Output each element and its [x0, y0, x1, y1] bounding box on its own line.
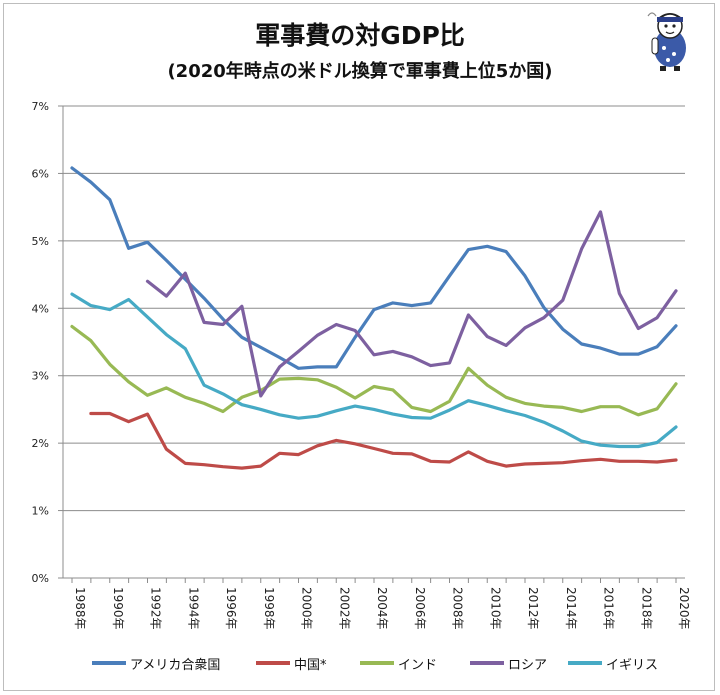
- legend-item: 中国*: [256, 652, 327, 674]
- x-tick-label: 2000年: [300, 587, 314, 630]
- legend-item: イギリス: [568, 652, 658, 674]
- y-tick-label: 4%: [32, 302, 49, 315]
- series-line-4: [70, 292, 678, 449]
- y-tick-label: 1%: [32, 505, 49, 518]
- x-tick-label: 2006年: [413, 587, 427, 630]
- x-tick-label: 2010年: [488, 587, 502, 630]
- x-tick-label: 1996年: [224, 587, 238, 630]
- x-tick-label: 2002年: [337, 587, 351, 630]
- legend-label: イギリス: [606, 657, 659, 673]
- x-tick-label: 2004年: [375, 587, 389, 630]
- legend-item: アメリカ合衆国: [92, 652, 220, 674]
- chart-subtitle: (2020年時点の米ドル換算で軍事費上位5か国): [167, 61, 553, 82]
- x-tick-label: 1998年: [262, 587, 276, 630]
- legend-swatch: [92, 661, 126, 665]
- legend-label: インド: [398, 657, 438, 673]
- legend-swatch: [360, 661, 394, 665]
- legend-label: 中国*: [294, 657, 327, 673]
- x-tick-label: 2016年: [602, 587, 616, 630]
- legend: アメリカ合衆国 中国* インド ロシア イギリス: [0, 652, 720, 674]
- x-tick-label: 2014年: [564, 587, 578, 630]
- series-line-0: [70, 166, 678, 370]
- x-tick-label: 2012年: [526, 587, 540, 630]
- series-line-1: [89, 411, 678, 470]
- tick-labels: 0% 1% 2% 3% 4% 5% 6% 7% 1988年 1990年 1992年 1994年 1996…: [32, 100, 691, 630]
- series-line-2: [70, 324, 678, 417]
- legend-swatch: [470, 661, 504, 665]
- series-line-3: [145, 210, 678, 398]
- x-tick-label: 1988年: [73, 587, 87, 630]
- legend-label: アメリカ合衆国: [130, 657, 221, 673]
- y-tick-label: 0%: [32, 572, 49, 585]
- legend-label: ロシア: [508, 657, 548, 673]
- legend-swatch: [568, 661, 602, 665]
- x-tick-label: 2008年: [451, 587, 465, 630]
- x-tick-label: 1992年: [149, 587, 163, 630]
- series-lines: [70, 166, 678, 470]
- x-tick-label: 2018年: [639, 587, 653, 630]
- y-tick-label: 5%: [32, 235, 49, 248]
- chart-title: 軍事費の対GDP比: [255, 21, 465, 50]
- legend-item: インド: [360, 652, 437, 674]
- x-tick-label: 1990年: [111, 587, 125, 630]
- y-tick-label: 3%: [32, 370, 49, 383]
- y-tick-label: 6%: [32, 167, 49, 180]
- y-tick-label: 2%: [32, 437, 49, 450]
- line-chart: 0% 1% 2% 3% 4% 5% 6% 7% 1988年 1990年 1992年 1994年 1996…: [32, 100, 691, 630]
- axes: [58, 105, 685, 583]
- legend-item: ロシア: [470, 652, 547, 674]
- x-tick-label: 1994年: [186, 587, 200, 630]
- x-tick-label: 2020年: [677, 587, 691, 630]
- legend-swatch: [256, 661, 290, 665]
- y-tick-label: 7%: [32, 100, 49, 113]
- mascot-icon: [647, 12, 686, 71]
